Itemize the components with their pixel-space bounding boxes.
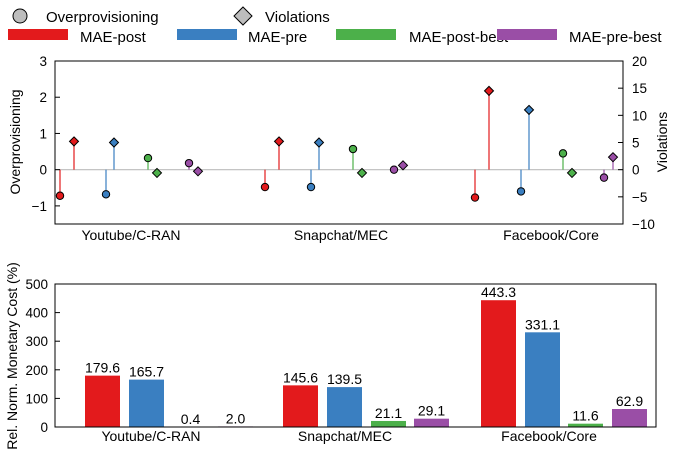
legend-swatch-mae-pre: [177, 29, 237, 40]
violations-point-mae-post: [483, 85, 495, 97]
cost-tick-label: 300: [25, 334, 48, 349]
violations-point-mae-pre: [108, 137, 120, 148]
overprovisioning-point-mae-pre-best: [599, 173, 609, 182]
overprovisioning-point-mae-post-best: [558, 149, 568, 158]
violations-marker-icon: [233, 6, 253, 26]
overprovisioning-point-mae-pre: [516, 187, 526, 196]
bar-mae-post-best-facebook-core: [568, 423, 603, 427]
bottom-category-labels: Youtube/C-RAN Snapchat/MEC Facebook/Core: [101, 428, 597, 444]
bar-mae-pre-best-facebook-core: [612, 409, 647, 427]
bar-mae-post-best-snapchat-mec: [371, 420, 406, 427]
bar-mae-post-youtube-c-ran: [85, 375, 120, 427]
legend-swatch-mae-pre-best: [497, 29, 557, 40]
overprovisioning-axis-ticks: −1 0 1 2 3: [32, 54, 60, 214]
bar-value-label: 145.6: [283, 369, 318, 385]
violations-tick-label: 10: [632, 108, 647, 123]
bar-marks: 179.6 165.7 0.4 2.0 145.6 139.5 21.1 29.1 443.3 3…: [85, 284, 647, 428]
bar-value-label: 29.1: [418, 403, 445, 419]
overprovisioning-point-mae-pre: [306, 182, 316, 192]
overprovisioning-point-mae-post: [470, 193, 480, 202]
cost-tick-label: 100: [25, 391, 48, 406]
bar-value-label: 165.7: [129, 364, 164, 380]
violations-point-mae-post-best: [151, 167, 163, 179]
top-plot-frame: [54, 60, 624, 225]
legend-overprovisioning-label: Overprovisioning: [46, 9, 159, 26]
cost-axis-ticks: 0 100 200 300 400 500: [25, 277, 60, 435]
legend-series-label-mae-post-best: MAE-post-best: [409, 29, 509, 46]
overprovisioning-tick-label: 3: [39, 54, 47, 69]
lollipop-marks: [55, 85, 623, 202]
legend-swatch-mae-post-best: [336, 29, 396, 40]
overprovisioning-tick-label: 1: [39, 126, 47, 141]
overprovisioning-tick-label: 2: [39, 90, 47, 105]
bar-value-label: 62.9: [616, 393, 643, 409]
bar-mae-post-facebook-core: [481, 300, 516, 427]
violations-axis-ticks: −10 −5 0 5 10 15 20: [618, 54, 655, 232]
overprovisioning-point-mae-post: [260, 182, 270, 192]
violations-point-mae-pre: [523, 104, 535, 116]
cost-tick-label: 500: [25, 277, 48, 292]
violations-tick-label: 0: [632, 163, 640, 178]
bar-value-label: 21.1: [375, 405, 402, 421]
bar-value-label: 11.6: [572, 408, 598, 424]
legend: Overprovisioning Violations MAE-post MAE…: [8, 6, 662, 46]
bar-mae-pre-best-snapchat-mec: [414, 418, 449, 427]
bar-value-label: 0.4: [181, 411, 201, 427]
category-label-youtube-c-ran: Youtube/C-RAN: [101, 428, 200, 444]
violations-point-mae-pre: [313, 137, 325, 148]
violations-point-mae-post-best: [356, 167, 368, 179]
violations-axis-title: Violations: [654, 112, 670, 172]
overprovisioning-point-mae-post: [55, 191, 65, 200]
violations-point-mae-post-best: [566, 167, 578, 179]
bar-value-label: 139.5: [327, 371, 362, 387]
category-label-facebook-core: Facebook/Core: [501, 428, 597, 444]
violations-tick-label: −10: [632, 217, 655, 232]
overprovisioning-tick-label: −1: [32, 199, 47, 214]
bar-value-label: 2.0: [226, 410, 246, 426]
overprovisioning-point-mae-pre: [101, 190, 111, 199]
category-label-facebook-core: Facebook/Core: [503, 227, 599, 243]
violations-tick-label: 15: [632, 81, 647, 96]
violations-point-mae-post: [68, 136, 80, 147]
bar-mae-pre-youtube-c-ran: [129, 379, 164, 427]
violations-point-mae-pre-best: [397, 160, 409, 171]
cost-tick-label: 200: [25, 363, 48, 378]
violations-point-mae-pre-best: [607, 151, 619, 163]
monetary-cost-chart: 179.6 165.7 0.4 2.0 145.6 139.5 21.1 29.1 443.3 3…: [4, 262, 657, 450]
overprovisioning-point-mae-pre-best: [389, 165, 399, 174]
overprovisioning-point-mae-post-best: [143, 153, 153, 163]
violations-tick-label: −5: [632, 190, 647, 205]
legend-violations-label: Violations: [265, 9, 330, 26]
cost-tick-label: 0: [40, 420, 48, 435]
overprovisioning-point-mae-pre-best: [184, 158, 194, 168]
category-label-snapchat-mec: Snapchat/MEC: [298, 428, 392, 444]
legend-series-label-mae-pre: MAE-pre: [248, 29, 307, 46]
legend-series-label-mae-pre-best: MAE-pre-best: [569, 29, 662, 46]
overprovisioning-axis-title: Overprovisioning: [7, 89, 23, 194]
violations-tick-label: 5: [632, 136, 640, 151]
category-label-snapchat-mec: Snapchat/MEC: [294, 227, 388, 243]
bottom-plot-frame: [54, 283, 657, 428]
violations-point-mae-post: [273, 136, 285, 147]
bar-mae-pre-facebook-core: [525, 332, 560, 427]
cost-tick-label: 400: [25, 306, 48, 321]
legend-series-label-mae-post: MAE-post: [80, 29, 147, 46]
overprovisioning-tick-label: 0: [39, 163, 47, 178]
category-label-youtube-c-ran: Youtube/C-RAN: [81, 227, 180, 243]
overprovisioning-point-mae-post-best: [348, 144, 358, 154]
overprovisioning-marker-icon: [12, 8, 28, 24]
violations-point-mae-pre-best: [192, 166, 204, 177]
cost-axis-title: Rel. Norm. Monetary Cost (%): [4, 262, 20, 449]
legend-swatch-mae-post: [8, 29, 68, 40]
violations-tick-label: 20: [632, 54, 647, 69]
top-category-labels: Youtube/C-RAN Snapchat/MEC Facebook/Core: [81, 227, 599, 243]
bar-value-label: 179.6: [85, 360, 120, 376]
bar-value-label: 331.1: [525, 316, 560, 332]
bar-mae-post-snapchat-mec: [283, 385, 318, 427]
bar-value-label: 443.3: [481, 284, 516, 300]
bar-mae-pre-snapchat-mec: [327, 387, 362, 427]
